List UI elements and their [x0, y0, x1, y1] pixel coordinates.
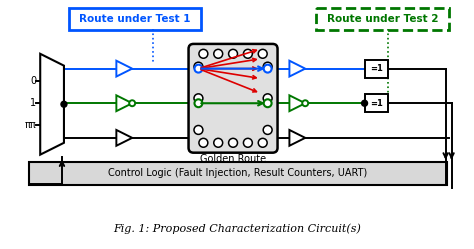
- Circle shape: [194, 94, 203, 103]
- Circle shape: [362, 100, 367, 106]
- Polygon shape: [290, 95, 305, 111]
- Text: Golden Route: Golden Route: [200, 154, 266, 164]
- Text: 1: 1: [30, 98, 36, 108]
- FancyBboxPatch shape: [316, 8, 448, 30]
- Circle shape: [258, 138, 267, 147]
- Circle shape: [214, 49, 223, 58]
- Circle shape: [129, 100, 135, 106]
- Circle shape: [263, 94, 272, 103]
- Polygon shape: [40, 54, 64, 155]
- Circle shape: [194, 62, 203, 71]
- Text: =1: =1: [370, 64, 383, 73]
- Polygon shape: [116, 95, 132, 111]
- FancyBboxPatch shape: [69, 8, 201, 30]
- FancyBboxPatch shape: [365, 60, 388, 77]
- FancyBboxPatch shape: [189, 44, 278, 153]
- Circle shape: [302, 100, 308, 106]
- Circle shape: [264, 99, 272, 107]
- Circle shape: [244, 138, 252, 147]
- Polygon shape: [290, 61, 305, 76]
- Circle shape: [214, 138, 223, 147]
- Text: Route under Test 2: Route under Test 2: [327, 14, 438, 24]
- Circle shape: [258, 49, 267, 58]
- Circle shape: [199, 49, 208, 58]
- Circle shape: [263, 125, 272, 134]
- Text: Fig. 1: Proposed Characterization Circuit(s): Fig. 1: Proposed Characterization Circui…: [113, 224, 361, 234]
- Text: ππ: ππ: [25, 120, 36, 130]
- Circle shape: [263, 62, 272, 71]
- Text: Control Logic (Fault Injection, Result Counters, UART): Control Logic (Fault Injection, Result C…: [109, 168, 368, 179]
- Polygon shape: [116, 130, 132, 146]
- Circle shape: [194, 99, 202, 107]
- Text: 0: 0: [30, 76, 36, 86]
- FancyBboxPatch shape: [365, 94, 388, 112]
- Text: Route under Test 1: Route under Test 1: [80, 14, 191, 24]
- Circle shape: [244, 49, 252, 58]
- Circle shape: [228, 49, 237, 58]
- Circle shape: [61, 101, 67, 107]
- Circle shape: [199, 138, 208, 147]
- Circle shape: [194, 65, 202, 73]
- Circle shape: [264, 65, 272, 73]
- Circle shape: [228, 138, 237, 147]
- Polygon shape: [290, 130, 305, 146]
- FancyBboxPatch shape: [29, 162, 447, 185]
- Polygon shape: [116, 61, 132, 76]
- Text: =1: =1: [370, 99, 383, 108]
- Circle shape: [194, 125, 203, 134]
